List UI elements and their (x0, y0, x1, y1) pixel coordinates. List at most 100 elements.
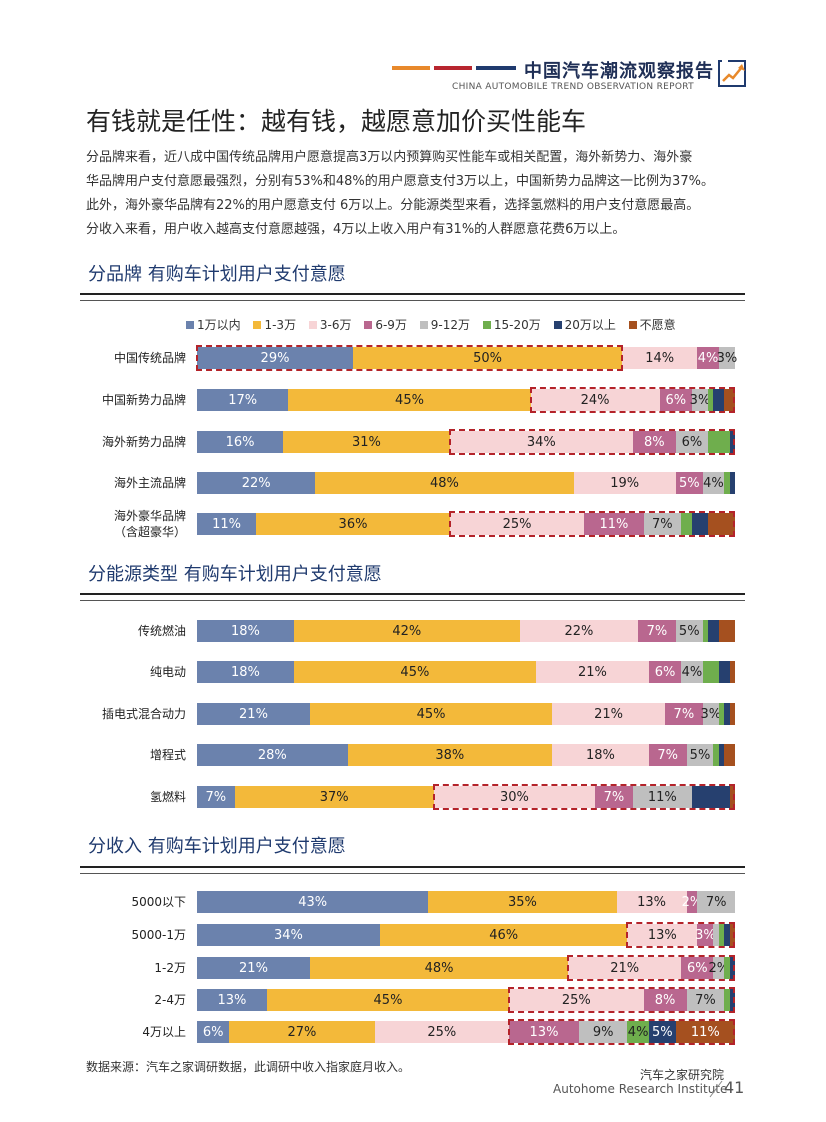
row-label-line: 5000-1万 (131, 928, 186, 942)
legend-label: 15-20万 (493, 318, 541, 332)
bar-segment: 45% (309, 703, 553, 725)
section-title-income: 分收入 有购车计划用户支付意愿 (88, 836, 346, 857)
legend-item: 15-20万 (482, 316, 541, 333)
bar-segment: 6% (681, 957, 714, 979)
bar-segment: 14% (622, 347, 698, 369)
row-label-line: 插电式混合动力 (101, 707, 186, 721)
bar-segment: 7% (595, 786, 633, 808)
report-title: 中国汽车潮流观察报告 (524, 61, 714, 82)
legend-item: 9-12万 (419, 316, 470, 333)
stacked-bar: 21% 48% 21% 6% 2% (197, 957, 735, 979)
legend-label: 1-3万 (264, 318, 297, 332)
legend-label: 1万以内 (197, 318, 241, 332)
bar-segment (713, 389, 725, 411)
row-label: 5000-1万 (131, 927, 186, 943)
bar-segment (691, 786, 730, 808)
bar-segment: 38% (347, 744, 553, 766)
bar-segment: 46% (379, 924, 628, 946)
bar-segment (708, 431, 730, 453)
row-label-line: 2-4万 (154, 993, 186, 1007)
bar-segment: 45% (288, 389, 531, 411)
bar-segment: 18% (197, 620, 294, 642)
bar-segment: 21% (552, 703, 666, 725)
stacked-bar: 21% 45% 21% 7% 3% (197, 703, 735, 725)
bar-segment: 34% (197, 924, 380, 946)
bar-segment (681, 513, 692, 535)
bar-segment: 7% (197, 786, 235, 808)
bar-segment: 2% (709, 957, 729, 979)
legend-swatch (253, 321, 262, 329)
bar-segment: 45% (266, 989, 510, 1011)
page-title: 有钱就是任性：越有钱，越愿意加价买性能车 (86, 107, 587, 136)
bar-segment: 21% (197, 957, 310, 979)
bar-segment: 6% (648, 661, 682, 683)
data-source-note: 数据来源：汽车之家调研数据，此调研中收入指家庭月收入。 (86, 1060, 411, 1074)
bar-segment: 4% (702, 472, 725, 494)
bar-segment: 19% (573, 472, 676, 494)
row-label: 海外主流品牌 (114, 475, 186, 491)
legend-swatch (308, 321, 317, 329)
bar-segment: 6% (197, 1021, 230, 1043)
bar-segment: 28% (197, 744, 348, 766)
bar-segment (718, 744, 725, 766)
bar-segment: 11% (197, 513, 257, 535)
bar-segment: 3% (717, 347, 737, 369)
bar-segment: 29% (197, 347, 354, 369)
bar-segment: 3% (700, 703, 721, 725)
legend-label: 3-6万 (319, 318, 352, 332)
header-bar-navy (476, 66, 516, 70)
row-label-line: 传统燃油 (137, 624, 186, 638)
bar-segment (708, 389, 714, 411)
footer-org-en: Autohome Research Institute (553, 1082, 728, 1096)
stacked-bar: 43% 35% 13% 2% 7% (197, 891, 735, 913)
intro-line: 华品牌用户支付意愿最强烈，分别有53%和48%的用户愿意支付3万以上，中国新势力… (86, 174, 714, 189)
bar-segment (718, 924, 725, 946)
stacked-bar: 16% 31% 34% 8% 6% (197, 431, 735, 453)
row-label-line: 氢燃料 (149, 790, 186, 804)
bar-segment: 7% (638, 620, 676, 642)
bar-segment: 4% (627, 1021, 649, 1043)
bar-segment (729, 989, 735, 1011)
page-number: 41 (724, 1078, 745, 1097)
bar-segment: 7% (686, 989, 725, 1011)
row-label: 插电式混合动力 (102, 706, 186, 722)
row-label-line: 中国新势力品牌 (101, 393, 186, 407)
legend-swatch (628, 321, 637, 329)
bar-segment (708, 513, 735, 535)
bar-segment: 48% (309, 957, 569, 979)
legend-swatch (553, 321, 562, 329)
bar-segment: 48% (315, 472, 574, 494)
row-label: 氢燃料 (150, 789, 186, 805)
stacked-bar: 13% 45% 25% 8% 7% (197, 989, 735, 1011)
row-label: 增程式 (150, 747, 186, 763)
legend-swatch (419, 321, 428, 329)
bar-segment: 27% (229, 1021, 375, 1043)
bar-segment (713, 744, 719, 766)
bar-segment: 7% (697, 891, 735, 913)
stacked-bar: 29% 50% 14% 4% 3% (197, 347, 737, 369)
stacked-bar: 28% 38% 18% 7% 5% (197, 744, 735, 766)
bar-segment: 25% (374, 1021, 510, 1043)
bar-segment: 5% (686, 744, 714, 766)
legend-label: 6-9万 (375, 318, 407, 332)
legend-label: 不愿意 (639, 318, 676, 332)
bar-segment: 36% (256, 513, 450, 535)
bar-segment: 42% (293, 620, 520, 642)
section-divider (80, 866, 745, 874)
chart-legend: 1万以内 1-3万 3-6万 6-9万 9-12万 15-20万 20万以上 不… (186, 316, 746, 333)
footer-org-cn: 汽车之家研究院 (640, 1068, 725, 1082)
row-label-line: 1-2万 (154, 961, 186, 975)
bar-segment: 21% (197, 703, 310, 725)
bar-segment (729, 703, 735, 725)
legend-item: 1-3万 (253, 316, 296, 333)
bar-segment (729, 661, 735, 683)
bar-segment (702, 661, 719, 683)
bar-segment: 7% (648, 744, 687, 766)
stacked-bar: 7% 37% 30% 7% 11% (197, 786, 735, 808)
bar-segment: 18% (197, 661, 294, 683)
stacked-bar: 34% 46% 13% 3% (197, 924, 735, 946)
bar-segment: 22% (519, 620, 639, 642)
bar-segment (713, 924, 719, 946)
row-label-line: 纯电动 (149, 665, 186, 679)
legend-item: 不愿意 (628, 316, 676, 333)
